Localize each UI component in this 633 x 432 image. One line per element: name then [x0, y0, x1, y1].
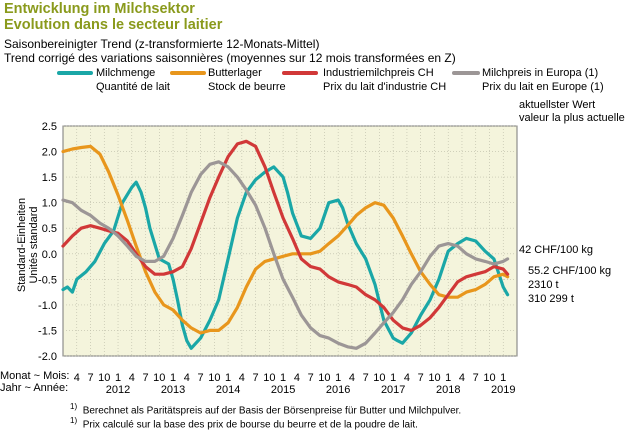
x-tick-year-label: 2015	[271, 384, 295, 396]
x-tick-year-label: 2014	[216, 384, 240, 396]
y-tick-label: -1.5	[38, 325, 57, 337]
footnote-fr: 1) Prix calculé sur la base des prix de …	[70, 416, 418, 431]
x-tick-month-label: 1	[445, 372, 451, 384]
legend-label-milchmenge: Milchmenge Quantité de lait	[96, 67, 170, 93]
x-tick-month-label: 4	[404, 372, 410, 384]
series-line-3	[61, 160, 510, 350]
x-axis-label-year: Jahr ~ Année:	[0, 382, 69, 394]
x-tick-month-label: 1	[500, 372, 506, 384]
x-tick-month-label: 7	[142, 372, 148, 384]
x-tick-month-label: 10	[153, 372, 165, 384]
x-tick-month-label: 10	[318, 372, 330, 384]
y-tick-label: -0.5	[38, 274, 57, 286]
legend-label-milchpreis-europa: Milchpreis in Europa (1) Prix du lait en …	[482, 67, 604, 93]
x-tick-month-label: 10	[428, 372, 440, 384]
footnote-de: 1) Berechnet als Paritätspreis auf der B…	[70, 402, 462, 417]
x-tick-year-label: 2013	[161, 384, 185, 396]
series-line-1	[61, 144, 510, 335]
x-tick-year-label: 2017	[381, 384, 405, 396]
y-tick-label: -2.0	[38, 351, 57, 363]
x-tick-month-label: 1	[390, 372, 396, 384]
x-tick-year-label: 2016	[326, 384, 350, 396]
x-tick-year-label: 2019	[491, 384, 515, 396]
y-axis-ticks: 2.5 2.0 1.5 1.0 0.5 0.0 -0.5 -1.0 -1.5 -2.0	[38, 121, 57, 363]
subtitle-fr: Trend corrigé des variations saisonnière…	[4, 51, 456, 65]
legend-swatch-butterlager	[170, 71, 206, 75]
x-tick-month-label: 7	[253, 372, 259, 384]
x-tick-month-label: 7	[87, 372, 93, 384]
x-tick-month-label: 7	[198, 372, 204, 384]
legend-label-industriemilchpreis: Industriemilchpreis CH Prix du lait d'ind…	[323, 67, 447, 93]
x-tick-month-label: 7	[418, 372, 424, 384]
latest-value-butterlager: 2310 t	[528, 279, 559, 291]
x-tick-month-label: 10	[263, 372, 275, 384]
x-tick-month-label: 1	[115, 372, 121, 384]
y-tick-label: 0.0	[42, 249, 57, 261]
x-tick-month-label: 4	[294, 372, 300, 384]
x-tick-month-label: 1	[170, 372, 176, 384]
y-tick-label: 0.5	[42, 223, 57, 235]
legend-swatch-milchmenge	[57, 71, 93, 75]
y-tick-label: 2.0	[42, 147, 57, 159]
legend-label-butterlager: Butterlager Stock de beurre	[208, 67, 286, 93]
series-line-0	[61, 165, 510, 350]
latest-header: aktuellster Wert valeur la plus actuelle	[519, 99, 625, 124]
latest-value-industriemilchpreis: 55.2 CHF/100 kg	[528, 265, 612, 277]
subtitle-de: Saisonbereinigter Trend (z-transformiert…	[4, 37, 320, 51]
x-tick-year-label: 2018	[436, 384, 460, 396]
x-tick-month-label: 4	[129, 372, 135, 384]
x-tick-month-label: 10	[483, 372, 495, 384]
x-tick-month-label: 7	[308, 372, 314, 384]
x-axis-label-month: Monat ~ Mois:	[0, 370, 70, 382]
legend-swatch-milchpreis-europa	[452, 71, 480, 75]
x-tick-month-label: 1	[335, 372, 341, 384]
x-tick-month-label: 4	[349, 372, 355, 384]
y-axis-label: Standard-Einheiten Unités standard	[16, 197, 40, 293]
legend-swatch-industriemilchpreis	[282, 71, 318, 75]
x-tick-month-label: 7	[363, 372, 369, 384]
x-tick-month-label: 4	[459, 372, 465, 384]
x-tick-month-label: 4	[184, 372, 190, 384]
series-lines	[61, 139, 510, 350]
x-tick-month-label: 10	[208, 372, 220, 384]
x-tick-month-label: 10	[98, 372, 110, 384]
plot-area	[62, 125, 518, 357]
x-tick-month-label: 7	[473, 372, 479, 384]
x-tick-year-label: 2012	[106, 384, 130, 396]
chart-title-de: Entwicklung im Milchsektor	[4, 1, 195, 17]
x-tick-month-label: 4	[74, 372, 80, 384]
x-tick-month-label: 1	[225, 372, 231, 384]
y-tick-label: 1.5	[42, 172, 57, 184]
chart-title-fr: Evolution dans le secteur laitier	[4, 17, 223, 33]
y-tick-label: -1.0	[38, 300, 57, 312]
y-tick-label: 2.5	[42, 121, 57, 133]
x-tick-month-label: 1	[280, 372, 286, 384]
latest-value-milchmenge: 310 299 t	[528, 293, 574, 305]
x-axis-ticks: 4 7 10 1 4 7 10 1 4 7 10 1 4 7 10 1 4 7 10 1 4 7 10 1 4 7 10 1 4 7 10 1…	[74, 372, 516, 396]
x-tick-month-label: 4	[239, 372, 245, 384]
latest-value-europa: 42 CHF/100 kg	[519, 244, 593, 256]
y-tick-label: 1.0	[42, 198, 57, 210]
x-tick-month-label: 10	[373, 372, 385, 384]
